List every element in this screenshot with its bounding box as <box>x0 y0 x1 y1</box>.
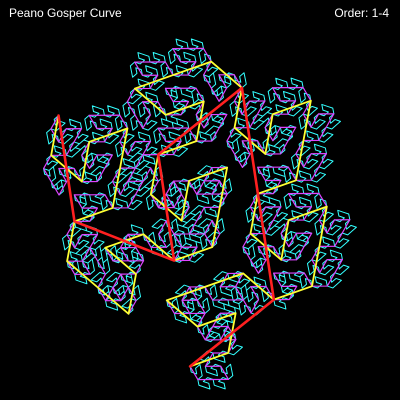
gosper-order-3-path <box>42 47 351 381</box>
gosper-order-2-path <box>50 60 328 368</box>
order-label: Order: 1-4 <box>334 6 389 20</box>
figure-title: Peano Gosper Curve <box>9 6 122 20</box>
gosper-order-1-path <box>57 86 276 368</box>
gosper-order-4-path <box>43 38 357 390</box>
